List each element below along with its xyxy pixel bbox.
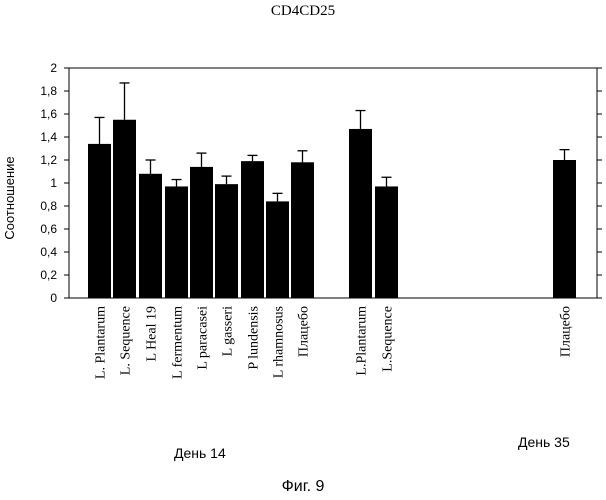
category-label: Плацебо [297, 306, 312, 357]
y-axis-label: Соотношение [2, 156, 17, 239]
y-tick-label: 2 [50, 61, 57, 75]
category-label: Плацебо [559, 306, 574, 357]
bar [215, 184, 238, 298]
y-tick-label: 0,4 [40, 245, 57, 259]
y-tick-label: 0,8 [40, 199, 57, 213]
bar [266, 201, 289, 298]
bar [375, 186, 398, 298]
category-label: L gasseri [221, 306, 236, 357]
category-label: L.Sequence [381, 306, 396, 372]
category-label: P lundensis [247, 306, 262, 370]
y-tick-label: 0,6 [40, 222, 57, 236]
y-tick-label: 1,2 [40, 153, 57, 167]
category-label: L paracasei [196, 306, 211, 370]
bar [113, 119, 136, 298]
y-tick-label: 1,4 [40, 130, 57, 144]
category-label: L rhamnosus [272, 306, 287, 378]
y-tick-label: 1,8 [40, 84, 57, 98]
bar [241, 161, 264, 298]
bar [88, 143, 111, 298]
bar [139, 173, 162, 298]
category-label: L. Plantarum [94, 306, 109, 379]
figure-caption: Фиг. 9 [281, 478, 325, 495]
bar [165, 186, 188, 298]
y-tick-label: 0 [50, 291, 57, 305]
bar [291, 162, 314, 298]
category-label: L. Sequence [119, 306, 134, 375]
group-label-day35: День 35 [518, 434, 570, 450]
category-label: L Heal 19 [145, 306, 160, 361]
bar [349, 128, 372, 298]
category-label: L fermentum [171, 306, 186, 379]
y-tick-label: 1 [50, 176, 57, 190]
category-label: L.Plantarum [355, 306, 370, 376]
group-label-day14: День 14 [174, 445, 226, 461]
bar [553, 160, 576, 298]
y-tick-label: 0,2 [40, 268, 57, 282]
y-tick-label: 1,6 [40, 107, 57, 121]
bar [190, 166, 213, 298]
chart-title: CD4CD25 [270, 3, 336, 19]
